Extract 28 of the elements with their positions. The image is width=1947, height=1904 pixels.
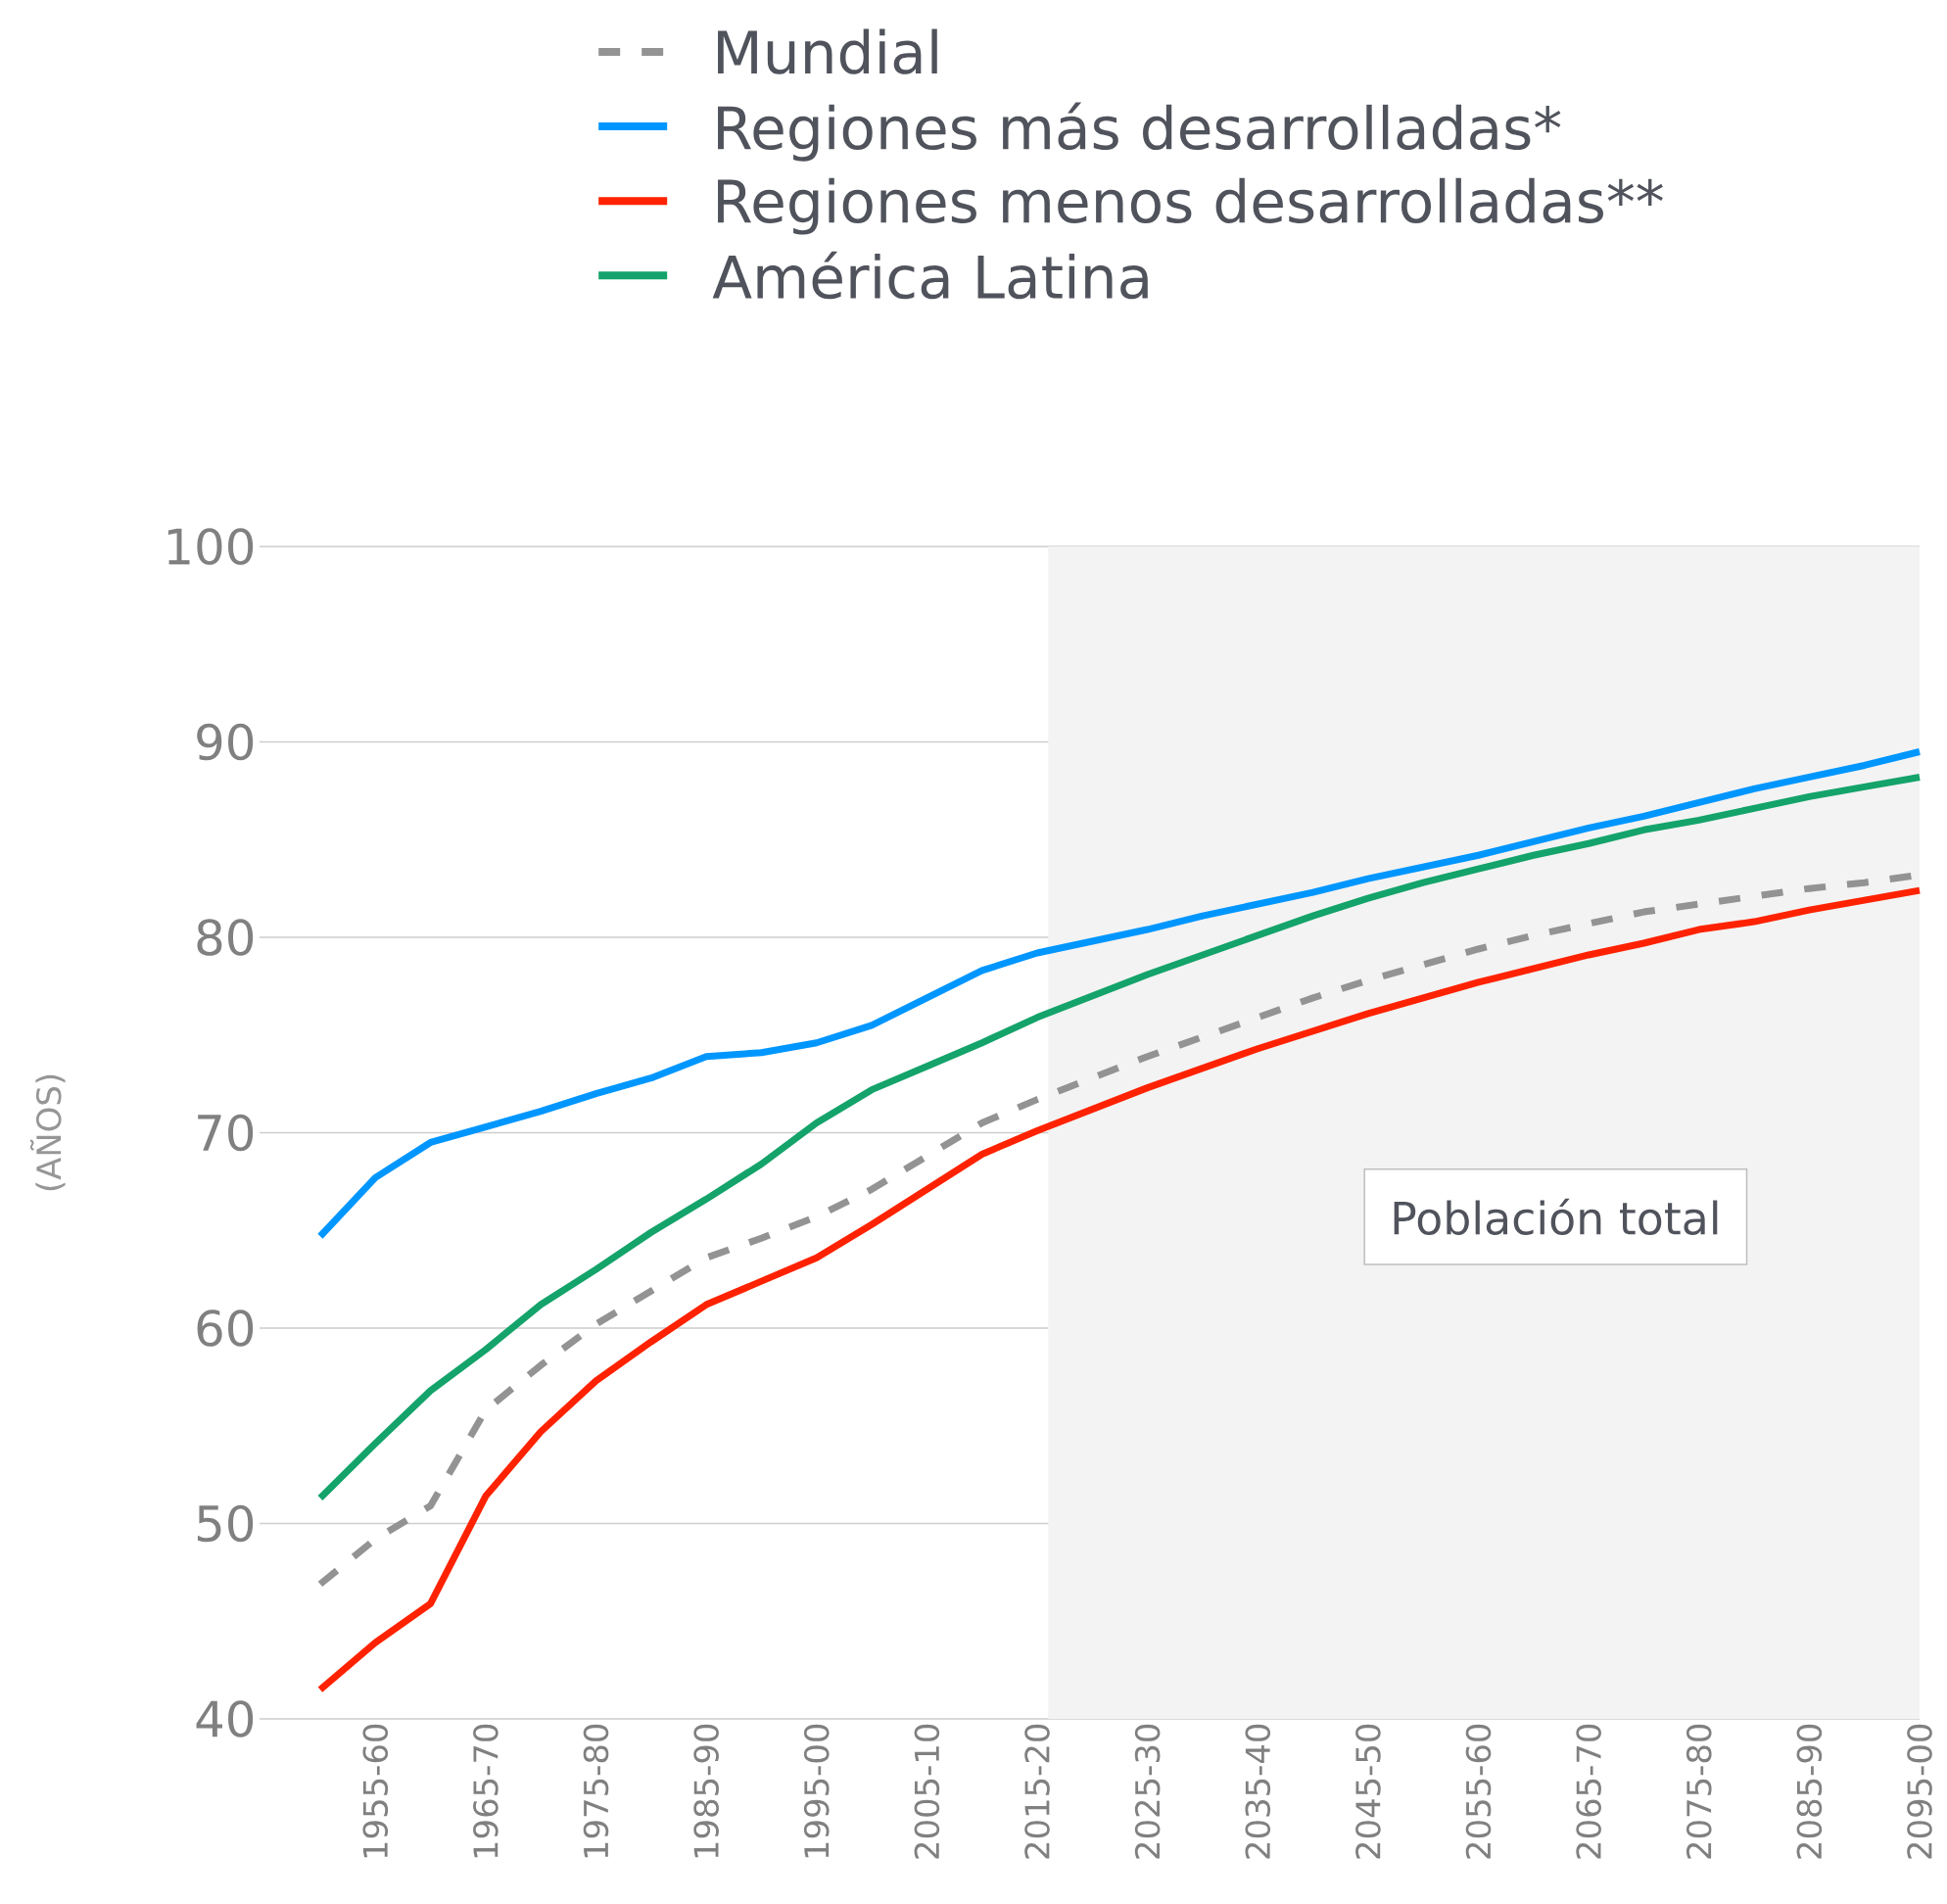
y-tick-label: 90	[197, 723, 254, 761]
legend-label: Regiones más desarrolladas*	[718, 102, 1561, 162]
x-tick-label: 2095-00	[1907, 1724, 1932, 1859]
x-tick-label: 2035-40	[1245, 1724, 1271, 1859]
x-tick-label: 1965-70	[473, 1724, 499, 1858]
legend-label: Mundial	[718, 28, 937, 74]
y-axis-title: (AÑOS)	[29, 1074, 66, 1191]
y-tick-label: 50	[197, 1504, 254, 1543]
y-tick-label: 80	[197, 919, 254, 956]
x-tick-label: 2045-50	[1355, 1724, 1381, 1859]
x-tick-label: 2075-80	[1686, 1724, 1712, 1859]
x-tick-label: 2085-90	[1796, 1724, 1823, 1859]
x-tick-label: 2065-70	[1576, 1724, 1601, 1859]
y-tick-label: 60	[197, 1309, 254, 1347]
legend-label: América Latina	[712, 251, 1148, 300]
y-tick-label: 70	[198, 1114, 254, 1152]
x-tick-label: 2005-10	[914, 1724, 940, 1859]
x-tick-label: 2015-20	[1024, 1724, 1050, 1859]
y-tick-label: 40	[196, 1700, 254, 1737]
x-tick-label: 1975-80	[583, 1724, 609, 1858]
x-tick-label: 1955-60	[362, 1724, 389, 1858]
x-tick-label: 1985-90	[693, 1724, 719, 1858]
x-tick-label: 1995-00	[803, 1724, 830, 1858]
x-tick-label: 2055-60	[1465, 1724, 1492, 1859]
x-tick-label: 2025-30	[1134, 1724, 1161, 1859]
legend-label: Regiones menos desarrolladas**	[718, 177, 1663, 235]
annotation: Población total	[1394, 1198, 1718, 1235]
y-tick-label: 100	[167, 528, 254, 565]
